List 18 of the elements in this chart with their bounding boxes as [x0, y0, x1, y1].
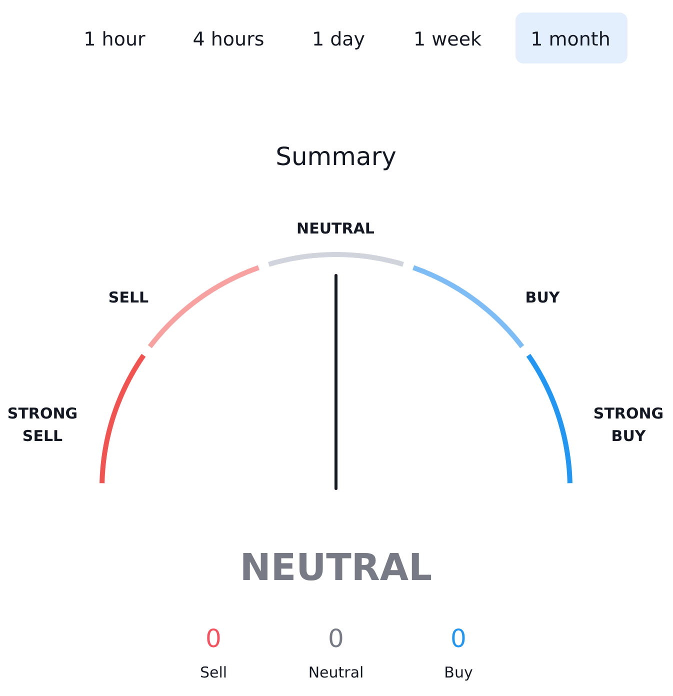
slice-label: STRONG BUY [593, 404, 664, 445]
text: 4 hours [192, 28, 264, 50]
text: 0 [206, 624, 222, 653]
text: 0 [328, 624, 344, 653]
slice-label: BUY [525, 288, 561, 306]
text: 1 week [413, 28, 482, 50]
text: Sell [200, 664, 228, 682]
text: 1 day [312, 28, 366, 50]
text: 1 month [530, 28, 610, 50]
text: 1 hour [84, 28, 146, 50]
text: Buy [444, 664, 473, 682]
slice-label: SELL [108, 288, 150, 306]
text: Neutral [308, 664, 364, 682]
chart-title: Summary [276, 142, 397, 171]
text: NEUTRAL [240, 546, 432, 589]
text: 0 [450, 624, 466, 653]
slice-label: NEUTRAL [296, 220, 375, 238]
slice-label: STRONG SELL [7, 404, 78, 445]
